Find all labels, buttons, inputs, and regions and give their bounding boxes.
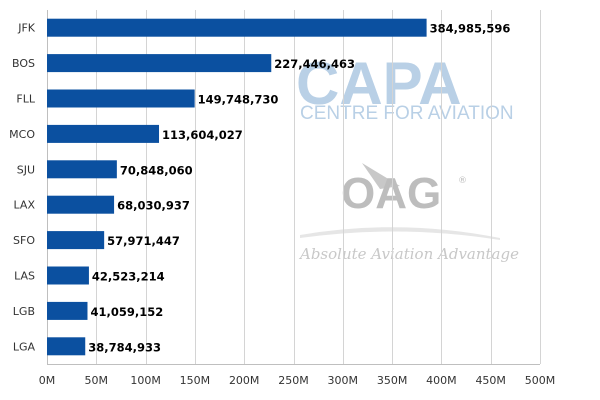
data-label: 149,748,730	[198, 93, 279, 107]
x-tick-label: 150M	[180, 374, 211, 387]
x-tick-label: 300M	[328, 374, 359, 387]
watermark-tagline: Absolute Aviation Advantage	[298, 245, 519, 263]
data-label: 70,848,060	[120, 163, 193, 177]
watermark-capa-logo: CAPA	[296, 50, 462, 117]
x-tick-label: 50M	[85, 374, 109, 387]
data-label: 41,059,152	[90, 305, 163, 319]
category-label: FLL	[16, 93, 35, 106]
category-label: SJU	[17, 163, 35, 176]
x-tick-label: 400M	[426, 374, 457, 387]
data-label: 57,971,447	[107, 234, 180, 248]
bar	[47, 266, 89, 285]
watermark: CAPA CENTRE FOR AVIATION OAG ® Absolute …	[296, 50, 519, 263]
category-labels: JFK BOS FLL MCO SJU LAX SFO LAS LGB LGA	[9, 22, 36, 354]
category-label: LGB	[13, 305, 35, 318]
data-label: 38,784,933	[88, 340, 161, 354]
bar	[47, 337, 86, 356]
data-label: 227,446,463	[274, 57, 355, 71]
bar	[47, 54, 272, 73]
watermark-oag-wing-icon	[362, 163, 400, 189]
watermark-oag-logo: OAG	[341, 169, 441, 218]
x-tick-label: 350M	[377, 374, 408, 387]
bar	[47, 160, 117, 179]
x-tick-label: 0M	[39, 374, 56, 387]
bars	[47, 18, 427, 356]
watermark-centre-text: CENTRE FOR AVIATION	[300, 103, 514, 124]
x-axis-ticks: 0M 50M 100M 150M 200M 250M 300M 350M 400M 450M 500…	[39, 374, 556, 387]
bar	[47, 89, 195, 108]
watermark-registered-mark: ®	[458, 176, 467, 186]
x-tick-label: 100M	[130, 374, 161, 387]
category-label: LGA	[13, 340, 36, 353]
x-tick-label: 200M	[229, 374, 260, 387]
category-label: MCO	[9, 128, 35, 141]
category-label: BOS	[12, 57, 35, 70]
bar	[47, 195, 115, 214]
bar	[47, 124, 160, 143]
category-label: SFO	[13, 234, 35, 247]
data-label: 113,604,027	[162, 128, 243, 142]
category-label: LAX	[14, 199, 36, 212]
bar	[47, 18, 427, 37]
bar	[47, 301, 88, 320]
x-tick-label: 450M	[475, 374, 506, 387]
x-tick-label: 500M	[525, 374, 556, 387]
bar	[47, 231, 105, 250]
watermark-swoosh-icon	[300, 227, 500, 240]
data-label: 384,985,596	[430, 22, 511, 36]
data-labels: 384,985,596 227,446,463 149,748,730 113,604…	[88, 22, 510, 355]
category-label: LAS	[14, 270, 35, 283]
data-label: 42,523,214	[92, 270, 165, 284]
category-label: JFK	[17, 22, 36, 35]
x-tick-label: 250M	[278, 374, 309, 387]
data-label: 68,030,937	[117, 199, 190, 213]
